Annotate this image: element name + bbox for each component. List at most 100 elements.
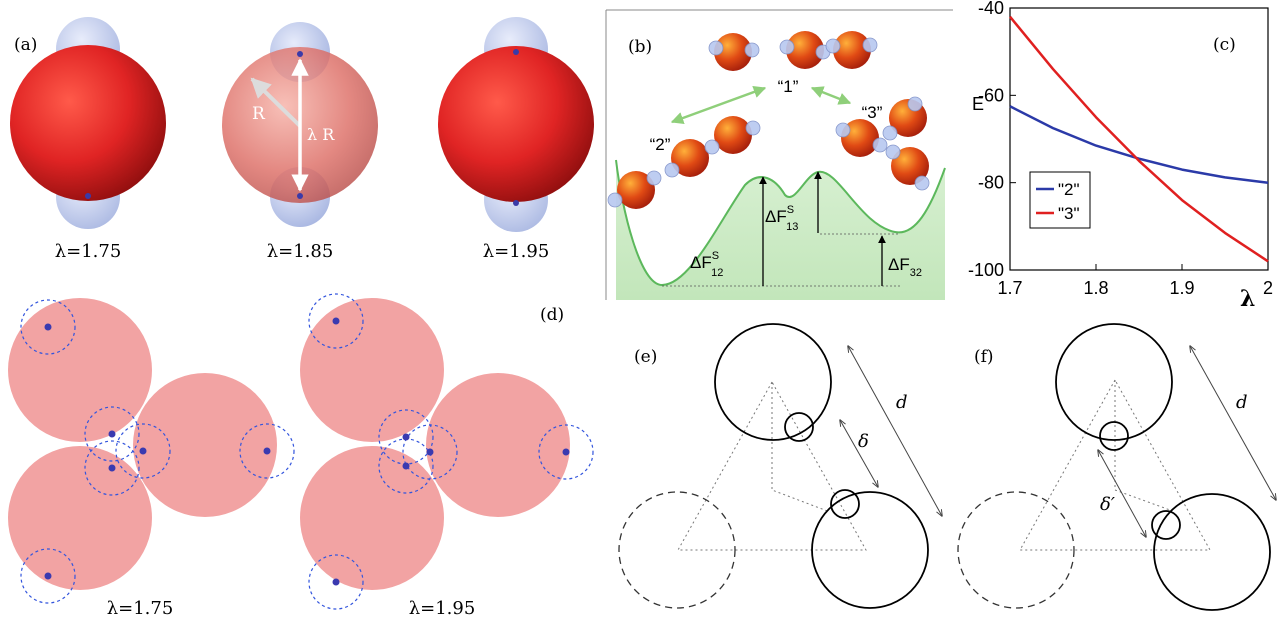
patch bbox=[708, 40, 724, 56]
df32-label: ΔF32 bbox=[888, 255, 922, 279]
particle-lambda-175 bbox=[10, 17, 166, 229]
panel-a: (a) R λ R λ=1.75 λ= bbox=[10, 17, 594, 262]
y-tick-label: -80 bbox=[978, 173, 1004, 193]
state-3-label: “3” bbox=[862, 103, 883, 122]
disk bbox=[8, 446, 152, 590]
patch bbox=[825, 38, 841, 54]
panel-b-label: (b) bbox=[628, 37, 652, 57]
chart-series bbox=[1009, 15, 1269, 263]
chain-state-1 bbox=[708, 31, 878, 71]
y-ticks: -40 -60 -80 -100 bbox=[968, 0, 1004, 280]
x-tick-label: 1.8 bbox=[1083, 278, 1108, 298]
particle bbox=[841, 119, 879, 157]
state-1-label: “1” bbox=[778, 77, 799, 96]
patch-dot bbox=[402, 433, 410, 441]
caption-d-2: λ=1.95 bbox=[409, 598, 476, 619]
large-circle-top bbox=[1055, 323, 1173, 441]
x-tick-label: 1.9 bbox=[1169, 278, 1194, 298]
large-circle-bottom-right bbox=[811, 491, 929, 609]
particle bbox=[833, 31, 871, 69]
disk bbox=[300, 298, 444, 442]
patch-dot bbox=[426, 448, 434, 456]
particle-lambda-195 bbox=[438, 17, 594, 232]
distance-d-arrow bbox=[1190, 346, 1276, 500]
patch bbox=[704, 139, 720, 155]
caption-d-1: λ=1.75 bbox=[107, 598, 174, 619]
patch-dot bbox=[44, 572, 52, 580]
patch-range-circle bbox=[402, 424, 458, 480]
patch-range-circle bbox=[84, 406, 140, 462]
patch-dot bbox=[263, 447, 271, 455]
patch-range-circle bbox=[20, 548, 76, 604]
legend-label-series-3: "3" bbox=[1058, 204, 1080, 223]
patch-dot bbox=[402, 462, 410, 470]
dotted-inner-lines bbox=[1114, 380, 1171, 511]
patch-dot bbox=[332, 578, 340, 586]
large-circle-top bbox=[714, 323, 832, 441]
y-tick-label: -60 bbox=[978, 85, 1004, 105]
disk bbox=[133, 373, 277, 517]
patch-center-dot bbox=[297, 51, 303, 57]
delta-label: δ bbox=[858, 431, 869, 452]
panel-e-label: (e) bbox=[634, 347, 657, 367]
patch bbox=[907, 96, 923, 112]
landscape-curve bbox=[615, 159, 946, 287]
patch bbox=[872, 137, 888, 153]
legend-box bbox=[1029, 171, 1091, 229]
patch-center-dot bbox=[513, 49, 519, 55]
patch-dot bbox=[139, 447, 147, 455]
small-patch-circle bbox=[1099, 421, 1129, 451]
distance-delta-prime-arrow bbox=[1098, 450, 1146, 537]
small-patch-circle bbox=[784, 412, 814, 442]
panel-e: (e) d δ bbox=[618, 323, 942, 609]
dotted-triangle bbox=[677, 380, 867, 551]
x-ticks: 1.7 1.8 1.9 2 bbox=[997, 278, 1273, 298]
patch-range-circle bbox=[538, 424, 594, 480]
patch-dot bbox=[562, 448, 570, 456]
particle-lambda-185: R λ R bbox=[222, 22, 378, 227]
panel-c-chart: (c) E λ 1.7 1.8 1.9 2 -40 -60 -80 -100 "… bbox=[968, 0, 1273, 312]
small-patch-circle bbox=[1151, 510, 1181, 540]
y-tick-label: -100 bbox=[968, 260, 1004, 280]
trimer-lambda-195 bbox=[300, 293, 594, 610]
d-label: d bbox=[1236, 392, 1248, 413]
patch-range-circle bbox=[115, 423, 171, 479]
dotted-inner-lines bbox=[771, 382, 831, 513]
particle bbox=[714, 116, 752, 154]
transition-1-2-arrow bbox=[670, 85, 767, 125]
x-tick-label: 1.7 bbox=[997, 278, 1022, 298]
panel-a-label: (a) bbox=[14, 35, 37, 55]
patch-range-circle bbox=[308, 554, 364, 610]
disk bbox=[8, 298, 152, 442]
particle bbox=[714, 33, 752, 71]
patch bbox=[646, 170, 662, 186]
patch-dot bbox=[332, 317, 340, 325]
df12-label: ΔFS 12 bbox=[690, 250, 723, 279]
lambda-r-label: λ R bbox=[307, 125, 335, 144]
core-sphere bbox=[10, 45, 166, 201]
distance-d-arrow bbox=[848, 346, 942, 516]
core-sphere bbox=[438, 46, 594, 202]
series-line-2 bbox=[1009, 105, 1269, 184]
dashed-circle-bottom-left bbox=[618, 491, 736, 609]
series-line-3 bbox=[1009, 15, 1269, 263]
patch-center-dot bbox=[297, 193, 303, 199]
df13-label: ΔFS 13 bbox=[765, 204, 798, 233]
patch bbox=[744, 42, 760, 58]
legend-label-series-2: "2" bbox=[1058, 180, 1080, 199]
patch-center-dot bbox=[85, 193, 91, 199]
disk bbox=[300, 446, 444, 590]
chain-state-3 bbox=[835, 96, 930, 191]
trimer-lambda-175 bbox=[8, 298, 295, 604]
dashed-circle-bottom-left bbox=[957, 491, 1075, 609]
radius-label: R bbox=[252, 104, 266, 124]
d-label: d bbox=[896, 392, 908, 413]
distance-delta-arrow bbox=[840, 420, 878, 487]
patch bbox=[607, 192, 623, 208]
state-2-label: “2” bbox=[650, 135, 671, 154]
patch bbox=[835, 122, 851, 138]
patch-range-circle bbox=[239, 423, 295, 479]
patch bbox=[914, 175, 930, 191]
chart-legend: "2" "3" bbox=[1029, 171, 1091, 229]
